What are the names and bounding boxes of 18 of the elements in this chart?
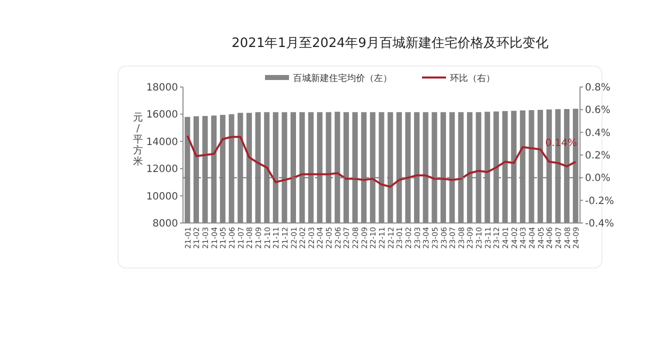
y-tick-label: 16000 bbox=[146, 110, 178, 121]
line-series bbox=[186, 134, 577, 188]
y2-tick-label: 0.2% bbox=[585, 150, 610, 162]
y-tick-label: 14000 bbox=[146, 136, 178, 148]
y2-tick-label: 0.4% bbox=[585, 128, 610, 139]
y-tick-label: 18000 bbox=[146, 82, 178, 94]
legend-label: 环比（右） bbox=[450, 73, 495, 84]
y2-tick-label: 0.0% bbox=[585, 173, 610, 184]
y2-tick-label: 0.6% bbox=[585, 105, 610, 116]
y2-tick-label: 0.8% bbox=[585, 82, 610, 94]
y-tick-label: 8000 bbox=[152, 218, 178, 230]
legend-label: 百城新建住宅均价（左） bbox=[293, 73, 392, 84]
y-tick-label: 10000 bbox=[146, 191, 178, 202]
chart-title: 2021年1月至2024年9月百城新建住宅价格及环比变化 bbox=[232, 35, 548, 51]
y-tick-label: 12000 bbox=[146, 164, 178, 176]
y2-tick-label: -0.2% bbox=[585, 196, 614, 207]
y-axis-title: 元/平方米 bbox=[133, 112, 143, 168]
y2-tick-label: -0.4% bbox=[585, 218, 614, 230]
